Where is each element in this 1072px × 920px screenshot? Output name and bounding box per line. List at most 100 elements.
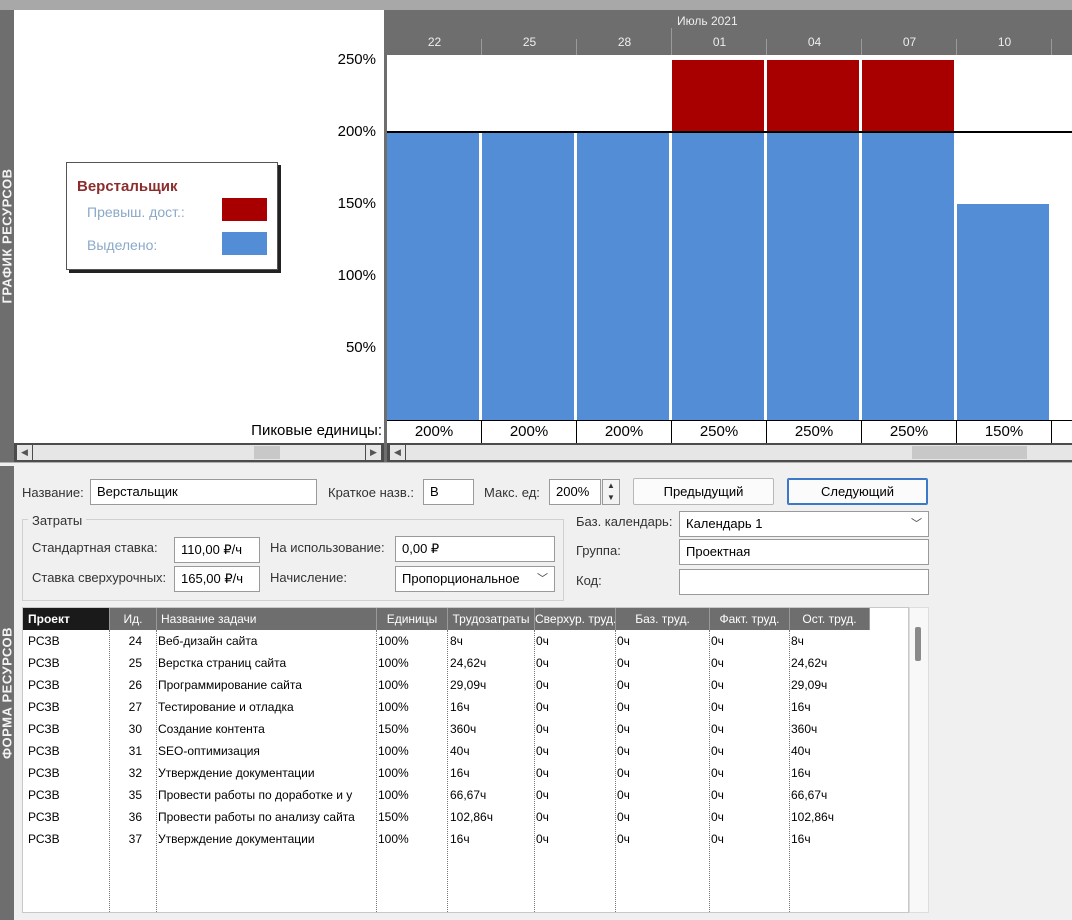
scroll-thumb[interactable] (915, 627, 921, 661)
short-name-label: Краткое назв.: (328, 485, 414, 500)
table-cell: 0ч (617, 722, 630, 736)
table-cell: 0ч (711, 722, 724, 736)
column-divider (709, 630, 710, 912)
table-cell: 100% (378, 678, 409, 692)
table-cell: 32 (128, 766, 142, 780)
spin-down-icon[interactable]: ▼ (607, 493, 615, 502)
table-row[interactable]: РСЗВ 32 Утверждение документации 100% 16ч 0ч 0… (23, 762, 869, 784)
table-row[interactable]: РСЗВ 30 Создание контента 150% 360ч 0ч 0ч 0ч 360… (23, 718, 869, 740)
spin-up-icon[interactable]: ▲ (607, 481, 615, 490)
table-cell: Создание контента (158, 722, 265, 736)
costs-group-title: Затраты (28, 513, 87, 528)
table-cell: 0ч (617, 744, 630, 758)
previous-button[interactable]: Предыдущий (633, 478, 774, 505)
table-vscrollbar[interactable] (909, 607, 929, 913)
scroll-thumb[interactable] (912, 446, 1027, 459)
table-cell: 40ч (450, 744, 470, 758)
group-field[interactable]: Проектная (679, 539, 929, 565)
scroll-track[interactable] (33, 445, 365, 460)
timescale-tick: 25 (522, 35, 537, 49)
scroll-left-icon[interactable]: ◀ (17, 445, 32, 460)
table-cell: 31 (128, 744, 142, 758)
view-splitter[interactable] (0, 462, 1072, 466)
table-cell: 0ч (536, 722, 549, 736)
peak-units-value: 250% (862, 421, 957, 443)
bar-allocated-07 (862, 131, 954, 420)
max-units-field[interactable]: 200% (549, 479, 601, 505)
costs-group (22, 519, 564, 601)
header-units[interactable]: Единицы (377, 608, 448, 630)
table-cell: 0ч (711, 832, 724, 846)
max-units-spinner[interactable]: ▲ ▼ (602, 479, 620, 505)
header-overtime-work[interactable]: Сверхур. труд. (535, 608, 616, 630)
header-work[interactable]: Трудозатраты (448, 608, 535, 630)
short-name-field[interactable]: В (423, 479, 474, 505)
peak-units-value: 250% (672, 421, 767, 443)
view-bar-resource-graph[interactable]: ГРАФИК РЕСУРСОВ (0, 10, 14, 462)
pane-splitter[interactable] (384, 10, 387, 462)
table-row[interactable]: РСЗВ 35 Провести работы по доработке и у 10… (23, 784, 869, 806)
table-cell: 0ч (536, 656, 549, 670)
code-field[interactable] (679, 569, 929, 595)
base-calendar-label: Баз. календарь: (576, 514, 673, 529)
table-cell: 100% (378, 744, 409, 758)
table-row[interactable]: РСЗВ 24 Веб-дизайн сайта 100% 8ч 0ч 0ч 0ч 8ч (23, 630, 869, 652)
table-cell: 30 (128, 722, 142, 736)
header-id[interactable]: Ид. (110, 608, 157, 630)
scroll-thumb[interactable] (254, 446, 280, 459)
table-row[interactable]: РСЗВ 37 Утверждение документации 100% 16ч 0ч 0… (23, 828, 869, 850)
chevron-down-icon[interactable]: ﹀ (537, 573, 548, 585)
table-cell: 0ч (536, 832, 549, 846)
graph-hscrollbar[interactable]: ◀ (387, 443, 1072, 462)
table-cell: 0ч (536, 634, 549, 648)
timescale-divider (671, 39, 672, 55)
table-cell: 0ч (711, 634, 724, 648)
bar-allocated-01 (672, 131, 764, 420)
chevron-down-icon[interactable]: ﹀ (911, 518, 922, 530)
table-cell: 100% (378, 766, 409, 780)
table-row[interactable]: РСЗВ 31 SEO-оптимизация 100% 40ч 0ч 0ч 0ч 40ч (23, 740, 869, 762)
table-cell: 100% (378, 700, 409, 714)
table-cell: РСЗВ (28, 634, 60, 648)
scroll-right-icon[interactable]: ▶ (366, 445, 381, 460)
legend: Верстальщик Превыш. дост.: Выделено: (66, 162, 278, 270)
per-use-field[interactable]: 0,00 ₽ (395, 536, 555, 562)
legend-title: Верстальщик (77, 178, 178, 195)
peak-units-row: 200% 200% 200% 250% 250% 250% 150% (387, 420, 1072, 443)
table-row[interactable]: РСЗВ 25 Верстка страниц сайта 100% 24,62ч 0ч 0… (23, 652, 869, 674)
table-cell: 40ч (791, 744, 811, 758)
resource-graph-plot[interactable] (387, 55, 1072, 420)
standard-rate-label: Стандартная ставка: (32, 540, 158, 555)
overtime-rate-field[interactable]: 165,00 ₽/ч (174, 566, 260, 592)
table-cell: 100% (378, 656, 409, 670)
header-actual-work[interactable]: Факт. труд. (710, 608, 790, 630)
bar-overallocated-04 (767, 59, 859, 132)
table-cell: РСЗВ (28, 788, 60, 802)
table-cell: 8ч (791, 634, 804, 648)
header-project[interactable]: Проект (23, 608, 110, 630)
bar-overallocated-01 (672, 59, 764, 132)
legend-pane-hscrollbar[interactable]: ◀ ▶ (14, 443, 384, 462)
header-task-name[interactable]: Название задачи (157, 608, 377, 630)
table-row[interactable]: РСЗВ 27 Тестирование и отладка 100% 16ч 0ч 0ч 0… (23, 696, 869, 718)
accrue-select[interactable]: Пропорциональное ﹀ (395, 566, 555, 592)
name-field[interactable]: Верстальщик (90, 479, 317, 505)
table-cell: 24,62ч (450, 656, 487, 670)
assignments-table: Проект Ид. Название задачи Единицы Трудозатр… (22, 607, 909, 913)
table-cell: 8ч (450, 634, 463, 648)
scroll-left-icon[interactable]: ◀ (390, 445, 405, 460)
header-remaining-work[interactable]: Ост. труд. (790, 608, 870, 630)
table-cell: Утверждение документации (158, 766, 315, 780)
base-calendar-select[interactable]: Календарь 1 ﹀ (679, 511, 929, 537)
view-bar-resource-form[interactable]: ФОРМА РЕСУРСОВ (0, 466, 14, 920)
table-row[interactable]: РСЗВ 26 Программирование сайта 100% 29,09ч 0ч… (23, 674, 869, 696)
table-cell: 360ч (791, 722, 818, 736)
next-button[interactable]: Следующий (787, 478, 928, 505)
table-cell: 0ч (711, 766, 724, 780)
timescale-tick: 10 (997, 35, 1012, 49)
scroll-track[interactable] (406, 445, 1072, 460)
standard-rate-field[interactable]: 110,00 ₽/ч (174, 537, 260, 563)
table-row[interactable]: РСЗВ 36 Провести работы по анализу сайта 15… (23, 806, 869, 828)
header-baseline-work[interactable]: Баз. труд. (616, 608, 710, 630)
accrue-label: Начисление: (270, 570, 347, 585)
